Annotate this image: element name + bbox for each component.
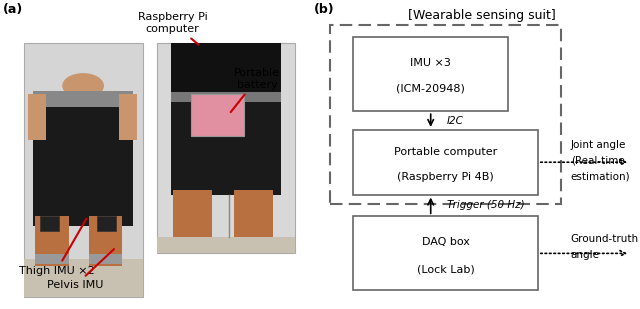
Text: Thigh IMU ×2: Thigh IMU ×2 <box>19 219 94 276</box>
Bar <box>33 94 133 226</box>
Bar <box>33 91 133 107</box>
Text: Trigger (50 Hz): Trigger (50 Hz) <box>447 201 525 210</box>
Bar <box>171 94 281 195</box>
Bar <box>35 216 69 266</box>
Text: Portable
battery: Portable battery <box>230 68 280 112</box>
Bar <box>171 91 281 102</box>
Text: Pelvis IMU: Pelvis IMU <box>47 249 114 290</box>
Bar <box>173 190 212 237</box>
Bar <box>24 259 143 297</box>
Bar <box>89 254 122 264</box>
Bar <box>330 25 561 204</box>
Text: angle: angle <box>571 250 600 260</box>
Bar <box>157 43 295 253</box>
Text: Portable computer: Portable computer <box>394 147 497 158</box>
Bar <box>35 254 69 264</box>
Bar <box>28 94 46 140</box>
Text: (Lock Lab): (Lock Lab) <box>417 265 474 275</box>
Text: (Real-time: (Real-time <box>571 156 625 166</box>
Text: (b): (b) <box>314 3 334 16</box>
Text: [Wearable sensing suit]: [Wearable sensing suit] <box>408 9 556 22</box>
Text: Ground-truth: Ground-truth <box>571 235 639 244</box>
Bar <box>24 43 143 297</box>
Text: (a): (a) <box>3 3 24 16</box>
Text: I2C: I2C <box>447 116 464 125</box>
Bar <box>353 216 538 290</box>
Text: DAQ box: DAQ box <box>422 237 470 247</box>
Bar <box>191 94 244 136</box>
Ellipse shape <box>62 73 104 99</box>
Bar <box>157 237 295 253</box>
Bar <box>97 216 116 231</box>
Text: Raspberry Pi
computer: Raspberry Pi computer <box>138 12 207 44</box>
Text: estimation): estimation) <box>571 171 630 181</box>
Bar <box>40 216 60 231</box>
Bar <box>353 37 508 111</box>
Text: (ICM-20948): (ICM-20948) <box>396 84 465 94</box>
Bar <box>119 94 137 140</box>
Bar <box>89 216 122 266</box>
Text: IMU ×3: IMU ×3 <box>410 58 451 68</box>
Bar <box>171 43 281 102</box>
Text: Joint angle: Joint angle <box>571 140 626 150</box>
Bar <box>234 190 273 237</box>
Text: (Raspberry Pi 4B): (Raspberry Pi 4B) <box>397 171 494 181</box>
Bar <box>353 130 538 195</box>
